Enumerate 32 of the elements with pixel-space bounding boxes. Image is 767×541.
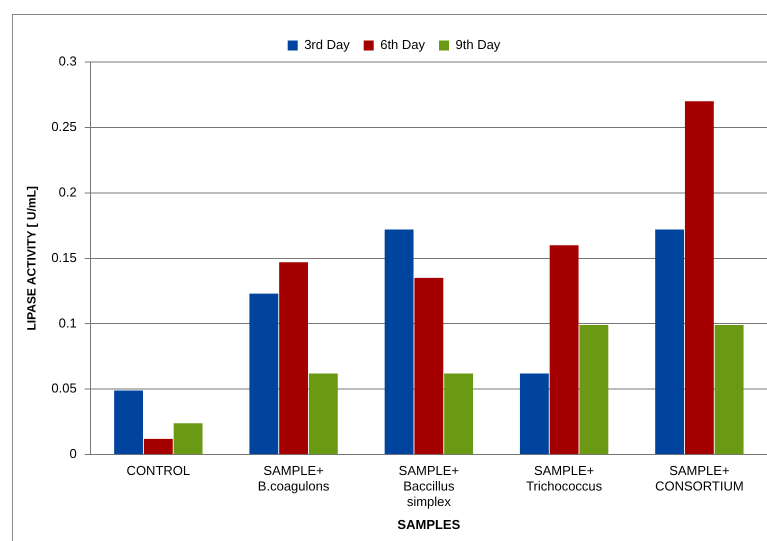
y-tick-label: 0.25 xyxy=(51,119,77,134)
y-tick-label: 0.15 xyxy=(51,250,77,265)
y-tick-label: 0.1 xyxy=(58,315,77,330)
bar xyxy=(714,325,744,454)
y-tick-label: 0.3 xyxy=(58,54,77,69)
x-tick-label: SAMPLE+ CONSORTIUM xyxy=(655,462,744,494)
bar xyxy=(655,230,684,454)
bar xyxy=(550,245,579,454)
bar xyxy=(308,373,338,454)
legend-label: 3rd Day xyxy=(304,37,350,52)
bar xyxy=(114,390,144,454)
legend-label: 9th Day xyxy=(456,37,501,52)
x-tick-label: SAMPLE+ B.coagulons xyxy=(258,462,330,494)
y-tick-label: 0.05 xyxy=(51,380,77,396)
bar xyxy=(444,373,474,454)
y-tick-label: 0.2 xyxy=(58,184,77,200)
y-tick-label: 0 xyxy=(69,446,77,462)
bar xyxy=(144,438,173,454)
y-axis-title: LIPASE ACTIVITY [ U/mL] xyxy=(24,186,39,331)
bar xyxy=(249,294,278,454)
bar xyxy=(579,325,608,454)
bar xyxy=(384,230,414,454)
bar xyxy=(279,262,308,454)
bar xyxy=(684,101,714,454)
bar xyxy=(174,423,203,454)
x-tick-label: CONTROL xyxy=(126,462,190,478)
bar xyxy=(520,373,549,454)
x-axis-title: SAMPLES xyxy=(397,516,461,532)
x-tick-label: SAMPLE+ Trichococcus xyxy=(526,462,603,494)
bar xyxy=(414,278,444,454)
legend-label: 6th Day xyxy=(380,37,426,52)
x-tick-label: SAMPLE+ Baccillus simplex xyxy=(398,462,460,510)
